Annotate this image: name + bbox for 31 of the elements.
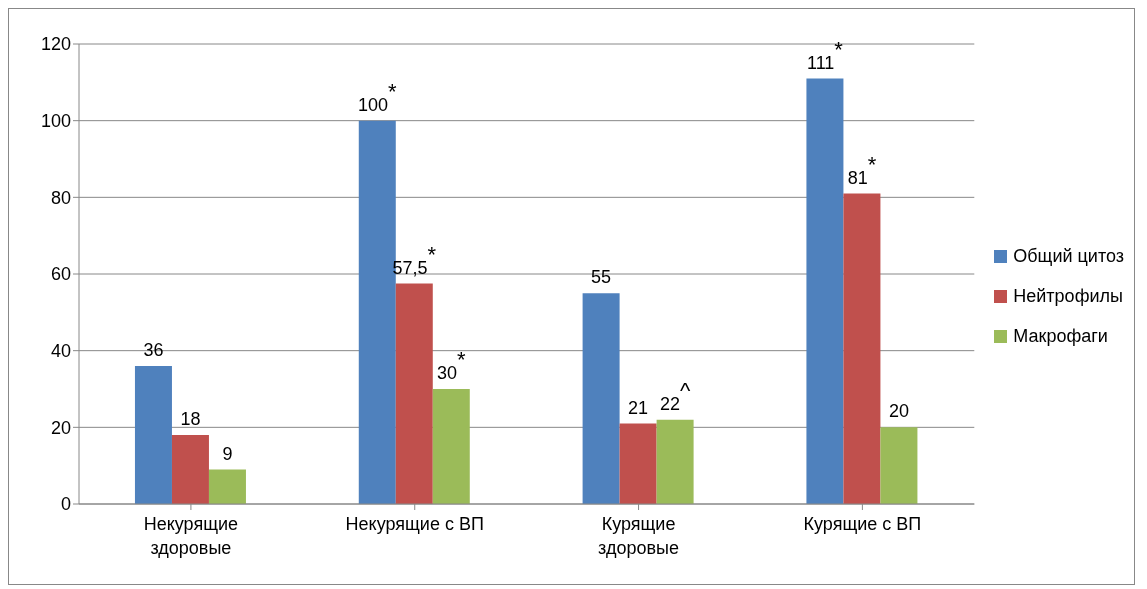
- bar: [582, 293, 620, 504]
- x-tick-label: Некурящие с ВП: [345, 514, 484, 534]
- x-tick-label: Курящие с ВП: [803, 514, 922, 534]
- y-tick-label: 40: [50, 341, 71, 362]
- data-label: 18: [180, 409, 201, 429]
- x-tick-label: Курящие здоровые: [598, 514, 680, 558]
- y-tick-label: 100: [40, 111, 71, 132]
- y-tick-label: 20: [50, 417, 71, 438]
- data-label: 36: [143, 340, 164, 360]
- bar: [806, 78, 844, 504]
- legend-label: Нейтрофилы: [1013, 286, 1123, 307]
- y-tick-label: 80: [50, 187, 71, 208]
- bar: [880, 427, 918, 504]
- y-tick-label: 120: [40, 34, 71, 55]
- legend-label: Макрофаги: [1013, 326, 1108, 347]
- data-label: 21: [628, 397, 649, 418]
- bar: [171, 435, 209, 504]
- bar: [395, 283, 433, 504]
- data-label: 20: [888, 401, 909, 422]
- bar: [432, 389, 470, 504]
- legend-label: Общий цитоз: [1013, 246, 1124, 267]
- x-tick-label: Некурящие здоровые: [143, 514, 239, 558]
- bar: [134, 366, 172, 504]
- data-label: 55: [591, 267, 612, 288]
- y-tick-label: 0: [60, 494, 71, 515]
- bar: [208, 469, 246, 504]
- bar: [843, 193, 881, 504]
- data-label: 9: [222, 443, 233, 464]
- bar: [619, 423, 657, 504]
- y-tick-label: 60: [50, 264, 71, 285]
- bar: [656, 419, 694, 504]
